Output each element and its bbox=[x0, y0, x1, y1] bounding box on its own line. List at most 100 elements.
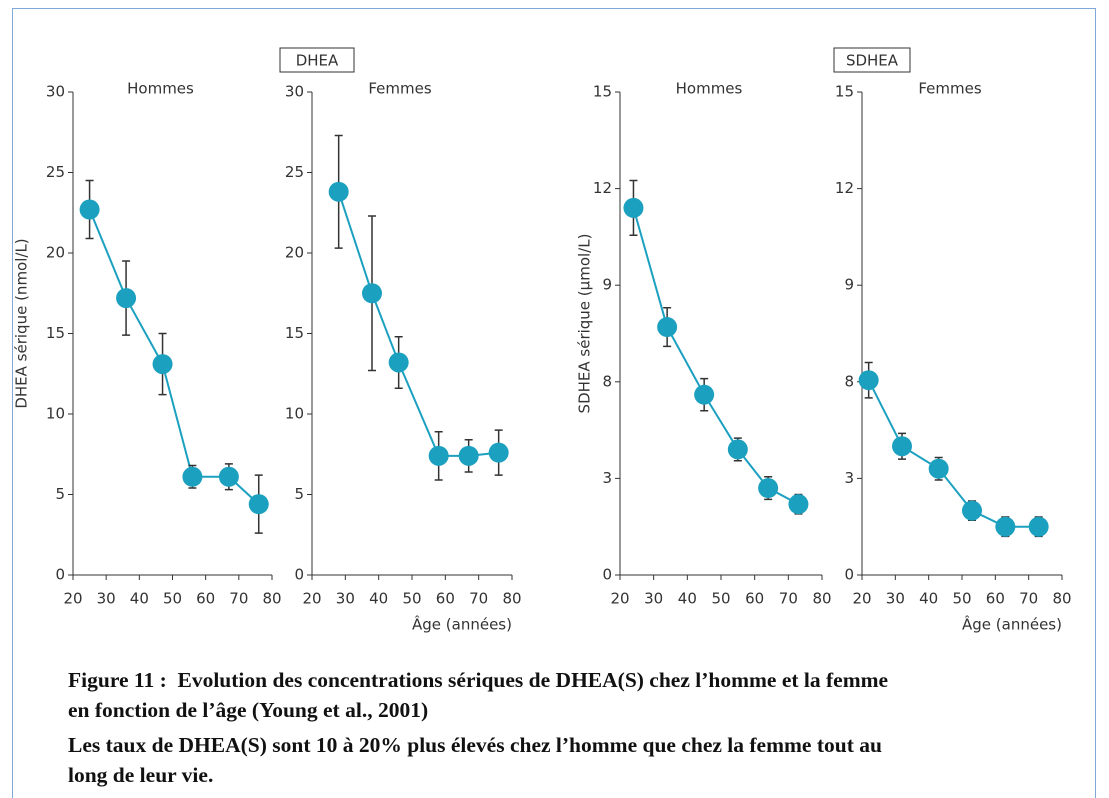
y-tick-label: 0 bbox=[294, 566, 304, 584]
y-tick-label: 20 bbox=[46, 244, 65, 262]
y-tick-label: 9 bbox=[844, 276, 854, 294]
y-tick-label: 8 bbox=[844, 372, 854, 390]
data-point bbox=[458, 445, 479, 466]
y-tick-label: 25 bbox=[285, 163, 304, 181]
y-tick-label: 15 bbox=[835, 83, 854, 101]
y-tick-label: 20 bbox=[285, 244, 304, 262]
y-tick-label: 3 bbox=[844, 469, 854, 487]
x-tick-label: 80 bbox=[1052, 590, 1071, 608]
data-point bbox=[488, 442, 509, 463]
y-tick-label: 12 bbox=[593, 179, 612, 197]
data-point bbox=[248, 494, 269, 515]
data-point bbox=[657, 317, 678, 338]
x-tick-label: 40 bbox=[678, 590, 697, 608]
y-tick-label: 0 bbox=[844, 566, 854, 584]
series-line bbox=[632, 207, 799, 506]
x-tick-label: 50 bbox=[711, 590, 730, 608]
caption-line: long de leur vie. bbox=[68, 763, 214, 787]
caption-line: Les taux de DHEA(S) sont 10 à 20% plus é… bbox=[68, 733, 882, 757]
x-tick-label: 80 bbox=[812, 590, 831, 608]
data-point bbox=[623, 197, 644, 218]
data-point bbox=[995, 516, 1016, 537]
x-tick-label: 50 bbox=[402, 590, 421, 608]
y-tick-label: 15 bbox=[46, 324, 65, 342]
data-point bbox=[218, 466, 239, 487]
chart-title: Hommes bbox=[676, 80, 743, 98]
x-tick-label: 40 bbox=[919, 590, 938, 608]
x-tick-label: 50 bbox=[163, 590, 182, 608]
y-tick-label: 5 bbox=[294, 485, 304, 503]
data-point bbox=[328, 181, 349, 202]
series-line bbox=[88, 209, 260, 505]
series-line bbox=[337, 191, 499, 457]
y-tick-label: 10 bbox=[46, 405, 65, 423]
data-point bbox=[892, 436, 912, 457]
y-tick-label: 12 bbox=[835, 179, 854, 197]
series-line bbox=[867, 379, 1039, 528]
y-tick-label: 15 bbox=[593, 83, 612, 101]
x-tick-label: 50 bbox=[952, 590, 971, 608]
y-axis-label: SDHEA sérique (µmol/L) bbox=[576, 234, 594, 414]
x-tick-label: 20 bbox=[302, 590, 321, 608]
x-tick-label: 60 bbox=[436, 590, 455, 608]
group-box bbox=[833, 47, 911, 73]
x-tick-label: 30 bbox=[97, 590, 116, 608]
data-point bbox=[388, 352, 409, 373]
data-point bbox=[116, 288, 137, 309]
group-label: DHEA bbox=[296, 52, 339, 70]
data-point bbox=[727, 439, 748, 460]
chart-title: Hommes bbox=[127, 80, 194, 98]
x-axis-label: Âge (années) bbox=[412, 615, 512, 634]
y-tick-label: 10 bbox=[285, 405, 304, 423]
chart-title: Femmes bbox=[918, 80, 981, 98]
group-box bbox=[279, 47, 355, 73]
data-point bbox=[694, 384, 715, 405]
y-tick-label: 25 bbox=[46, 163, 65, 181]
y-axis-label: DHEA sérique (nmol/L) bbox=[13, 238, 31, 408]
x-tick-label: 70 bbox=[779, 590, 798, 608]
caption-line: Figure 11 : Evolution des concentrations… bbox=[68, 668, 889, 692]
x-tick-label: 30 bbox=[886, 590, 905, 608]
x-tick-label: 20 bbox=[852, 590, 871, 608]
data-point bbox=[152, 354, 173, 375]
group-label: SDHEA bbox=[846, 52, 899, 70]
data-point bbox=[962, 500, 982, 521]
caption-line: en fonction de l’âge (Young et al., 2001… bbox=[68, 698, 429, 722]
x-tick-label: 40 bbox=[130, 590, 149, 608]
y-tick-label: 0 bbox=[55, 566, 65, 584]
y-tick-label: 5 bbox=[55, 485, 65, 503]
data-point bbox=[788, 494, 809, 515]
data-point bbox=[1028, 516, 1049, 537]
chart-title: Femmes bbox=[368, 80, 431, 98]
data-point bbox=[858, 370, 879, 391]
x-tick-label: 30 bbox=[644, 590, 663, 608]
x-tick-label: 70 bbox=[469, 590, 488, 608]
data-point bbox=[362, 283, 382, 304]
y-tick-label: 9 bbox=[602, 276, 612, 294]
y-tick-label: 30 bbox=[46, 83, 65, 101]
x-tick-label: 70 bbox=[229, 590, 248, 608]
data-point bbox=[758, 478, 779, 499]
data-point bbox=[428, 445, 449, 466]
x-tick-label: 60 bbox=[745, 590, 764, 608]
x-tick-label: 20 bbox=[610, 590, 629, 608]
x-tick-label: 70 bbox=[1019, 590, 1038, 608]
y-tick-label: 8 bbox=[602, 372, 612, 390]
x-axis-label: Âge (années) bbox=[962, 615, 1062, 634]
x-tick-label: 20 bbox=[63, 590, 82, 608]
y-tick-label: 30 bbox=[285, 83, 304, 101]
x-tick-label: 40 bbox=[369, 590, 388, 608]
data-point bbox=[928, 458, 949, 479]
data-point bbox=[182, 466, 203, 487]
x-tick-label: 60 bbox=[196, 590, 215, 608]
x-tick-label: 60 bbox=[986, 590, 1005, 608]
frame-border bbox=[12, 8, 1096, 798]
y-tick-label: 3 bbox=[602, 469, 612, 487]
y-tick-label: 15 bbox=[285, 324, 304, 342]
x-tick-label: 80 bbox=[262, 590, 281, 608]
x-tick-label: 80 bbox=[502, 590, 521, 608]
data-point bbox=[79, 199, 100, 220]
y-tick-label: 0 bbox=[602, 566, 612, 584]
